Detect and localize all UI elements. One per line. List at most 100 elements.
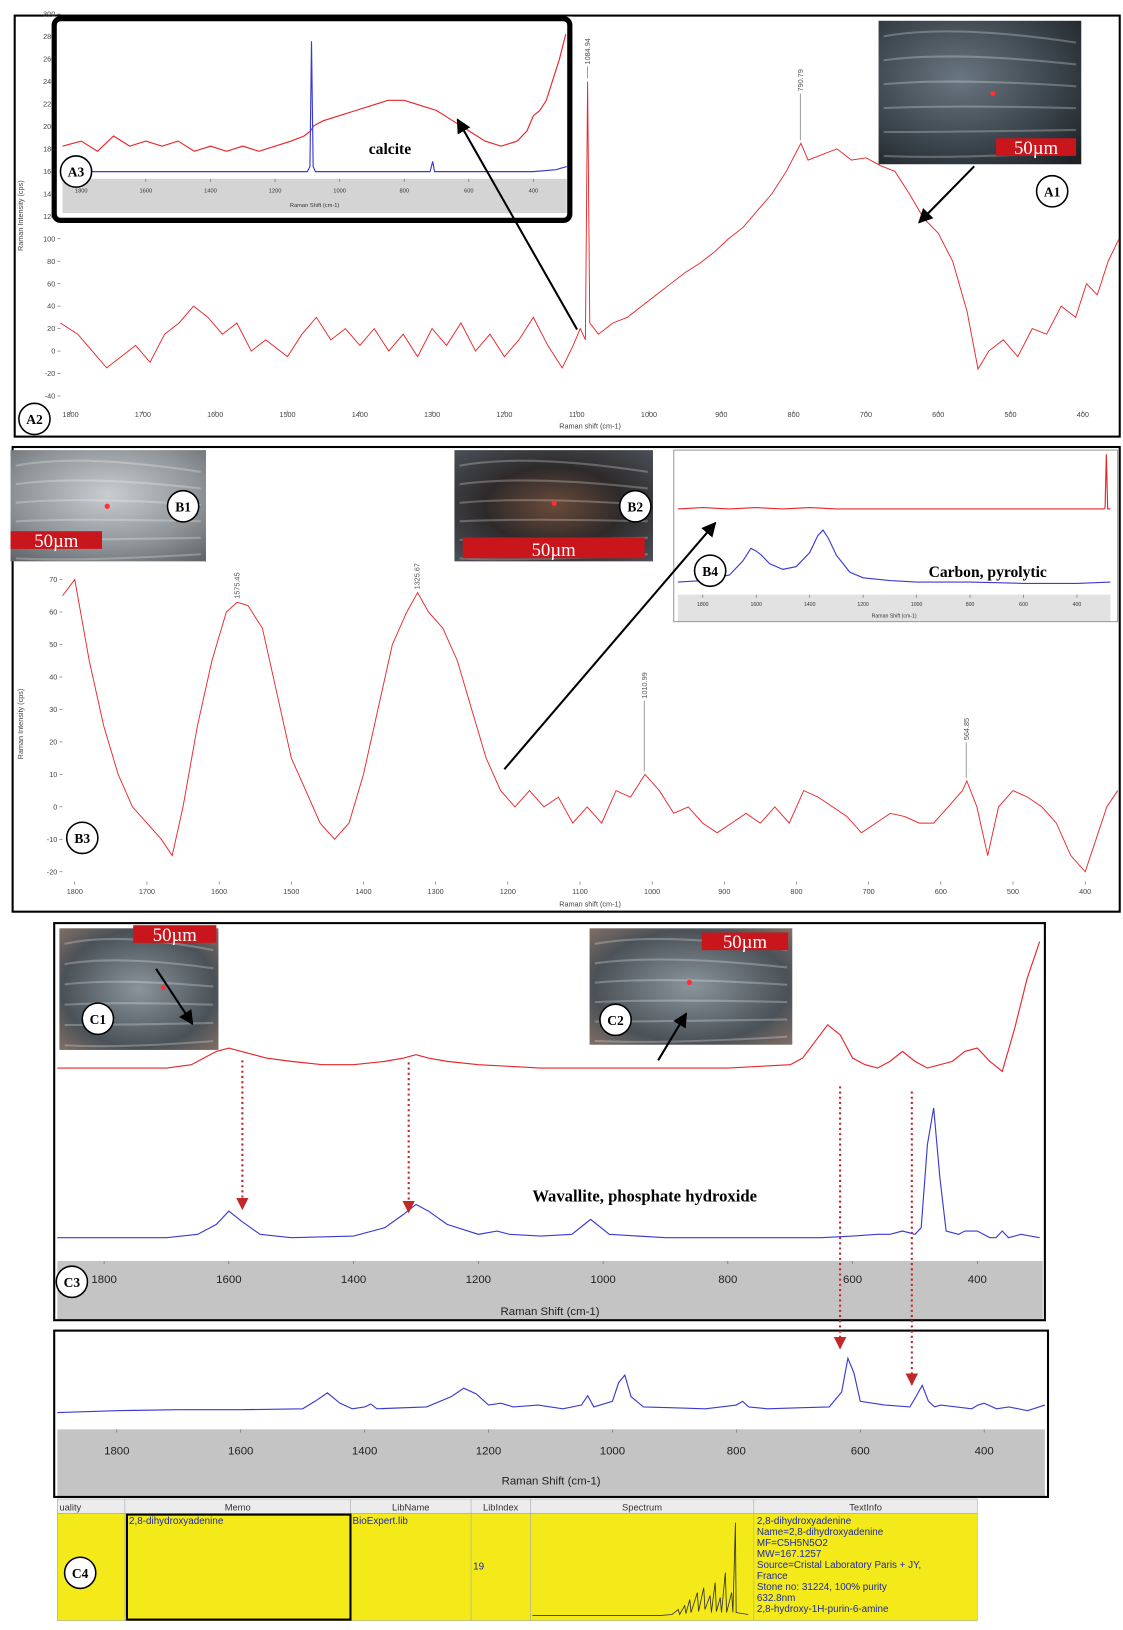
column-header: LibName [392, 1502, 429, 1512]
x-tick-label: 1600 [750, 602, 762, 608]
x-tick-label: 800 [399, 188, 409, 194]
x-tick-label: 900 [718, 887, 730, 896]
y-tick-label: 80 [47, 257, 55, 266]
plot-area [57, 1336, 1045, 1430]
column-header: Spectrum [622, 1502, 662, 1512]
x-tick-label: 1500 [279, 410, 295, 419]
laser-spot [687, 980, 692, 985]
x-tick-label: 800 [727, 1445, 746, 1457]
x-tick-label: 1600 [228, 1445, 253, 1457]
peak-label: 1575.45 [232, 573, 241, 599]
x-tick-label: 1800 [75, 188, 88, 194]
laser-spot [161, 985, 166, 990]
x-tick-label: 900 [715, 410, 727, 419]
laser-spot [552, 501, 557, 506]
y-tick-label: 100 [43, 234, 55, 243]
text-info-line: 632.8nm [757, 1593, 795, 1604]
x-tick-label: 1800 [697, 602, 709, 608]
column-header: LibIndex [483, 1502, 519, 1512]
peak-label: 1325.67 [413, 563, 422, 589]
laser-spot [990, 91, 995, 96]
x-tick-label: 1200 [500, 887, 516, 896]
x-tick-label: 1800 [62, 410, 78, 419]
y-tick-label: 0 [51, 347, 55, 356]
panel-label: C1 [90, 1012, 107, 1027]
x-axis-label: Raman shift (cm-1) [559, 421, 621, 430]
y-tick-label: 70 [49, 575, 57, 584]
scale-bar-label: 50µm [153, 925, 197, 946]
x-axis-label: Raman Shift (cm-1) [872, 613, 917, 619]
figure: 1800170016001500140013001200110010009008… [0, 0, 1123, 1630]
x-tick-label: 1800 [104, 1445, 129, 1457]
x-tick-label: 1000 [644, 887, 660, 896]
column-header: TextInfo [849, 1502, 882, 1512]
x-tick-label: 1200 [476, 1445, 501, 1457]
x-axis-label: Raman Shift (cm-1) [502, 1475, 601, 1487]
x-tick-label: 800 [718, 1274, 737, 1286]
y-tick-label: -40 [45, 392, 56, 401]
x-tick-label: 1700 [139, 887, 155, 896]
lib-name: BioExpert.lib [353, 1516, 409, 1527]
y-tick-label: 0 [53, 802, 57, 811]
x-tick-label: 800 [790, 887, 802, 896]
column-header: Memo [225, 1502, 251, 1512]
x-axis-label: Raman shift (cm-1) [559, 899, 621, 908]
scale-bar-label: 50µm [532, 540, 576, 561]
spectrum-line [63, 580, 1118, 872]
y-tick-label: 60 [47, 279, 55, 288]
y-axis-label: Raman Intensity (cps) [16, 689, 25, 760]
y-tick-label: 20 [47, 324, 55, 333]
y-axis-label: Raman Intensity (cps) [16, 180, 25, 251]
x-tick-label: 600 [843, 1274, 862, 1286]
x-tick-label: 1200 [466, 1274, 491, 1286]
x-tick-label: 1800 [91, 1274, 116, 1286]
panel-label: B4 [702, 564, 718, 579]
x-tick-label: 1100 [572, 887, 588, 896]
x-tick-label: 400 [975, 1445, 994, 1457]
y-tick-label: 50 [49, 640, 57, 649]
x-tick-label: 1300 [428, 887, 444, 896]
arrow [919, 166, 974, 222]
scale-bar-label: 50µm [34, 531, 78, 552]
y-tick-label: 20 [49, 737, 57, 746]
x-tick-label: 400 [1073, 602, 1082, 608]
x-tick-label: 600 [1019, 602, 1028, 608]
text-info-line: Stone no: 31224, 100% purity [757, 1582, 887, 1593]
y-tick-label: -10 [47, 835, 58, 844]
x-tick-label: 1800 [67, 887, 83, 896]
panel-label: A3 [68, 165, 85, 180]
x-tick-label: 1500 [283, 887, 299, 896]
annotation: Wavallite, phosphate hydroxide [532, 1187, 757, 1206]
x-tick-label: 800 [788, 410, 800, 419]
panel-label: B2 [627, 499, 643, 514]
plot-area [63, 26, 567, 179]
x-tick-label: 800 [966, 602, 975, 608]
x-tick-label: 1000 [333, 188, 346, 194]
peak-label: 1084.94 [583, 38, 592, 64]
memo: 2,8-dihydroxyadenine [129, 1516, 224, 1527]
x-tick-label: 1400 [352, 410, 368, 419]
x-tick-label: 1000 [641, 410, 657, 419]
page: { "charts":{ "a2":{"type":"line","label"… [0, 0, 1123, 1630]
panel-label: C3 [64, 1275, 81, 1290]
x-tick-label: 1600 [207, 410, 223, 419]
x-tick-label: 1200 [269, 188, 282, 194]
scale-bar-label: 50µm [723, 932, 767, 953]
x-tick-label: 1000 [600, 1445, 625, 1457]
text-info-line: France [757, 1571, 788, 1582]
x-tick-label: 1100 [569, 410, 585, 419]
x-axis-label: Raman Shift (cm-1) [501, 1306, 600, 1318]
x-tick-label: 1600 [211, 887, 227, 896]
x-tick-label: 1400 [341, 1274, 366, 1286]
scale-bar-label: 50µm [1014, 138, 1058, 159]
column-header: uality [59, 1502, 81, 1512]
lib-index: 19 [473, 1562, 484, 1573]
x-tick-label: 400 [529, 188, 539, 194]
text-info-line: Source=Cristal Laboratory Paris + JY, [757, 1560, 921, 1571]
x-tick-label: 700 [860, 410, 872, 419]
x-tick-label: 1300 [424, 410, 440, 419]
x-tick-label: 600 [935, 887, 947, 896]
panel-label: A1 [1044, 184, 1061, 199]
x-tick-label: 600 [851, 1445, 870, 1457]
text-info-line: 2,8-dihydroxyadenine [757, 1516, 852, 1527]
